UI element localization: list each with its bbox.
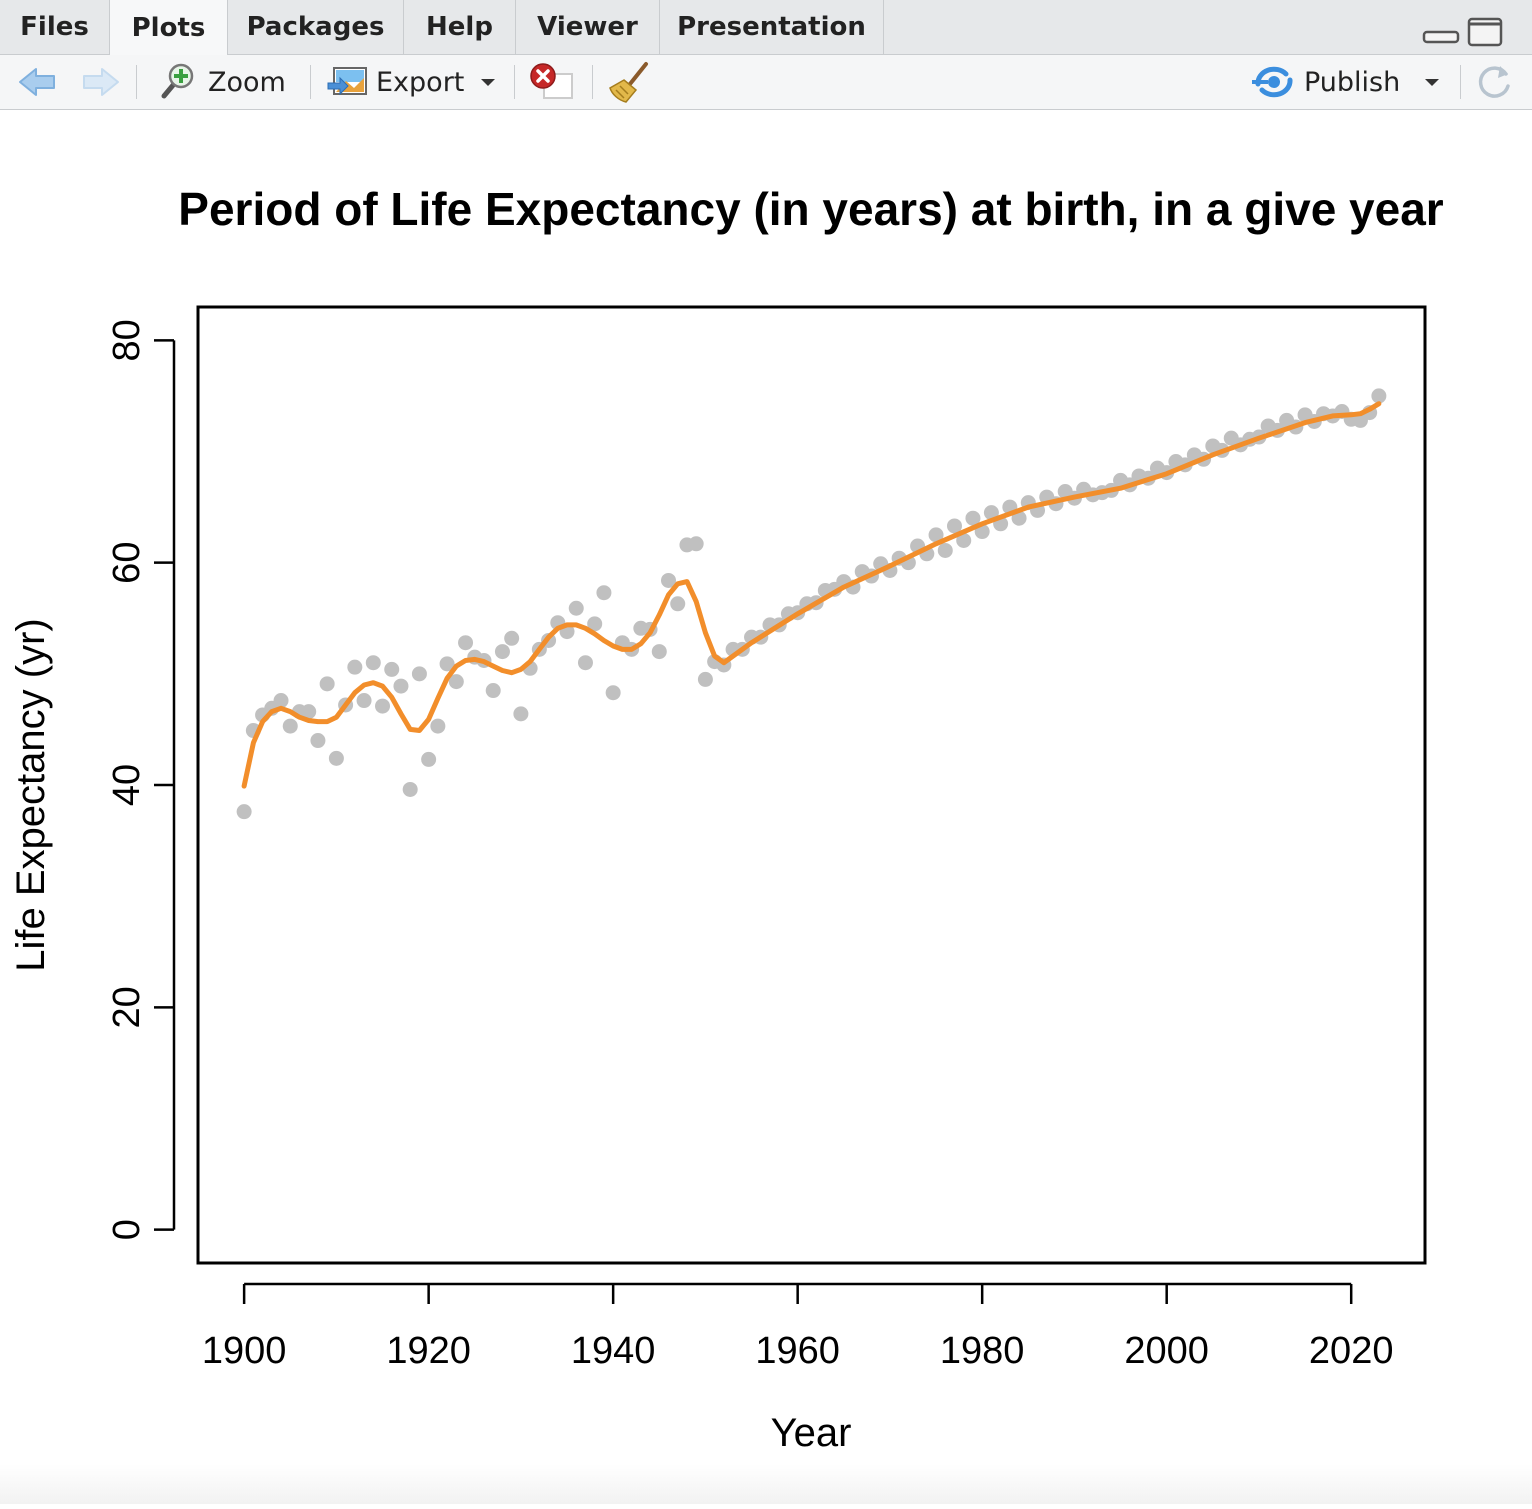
data-point [937,542,953,558]
plot-viewer: Period of Life Expectancy (in years) at … [0,110,1532,1504]
export-label: Export [376,66,465,98]
data-point [384,661,400,677]
smooth-trend-line [241,401,1382,789]
plot-frame [196,305,1427,1265]
life-expectancy-chart: Period of Life Expectancy (in years) at … [9,183,1444,1455]
y-tick-label: 0 [106,1219,148,1240]
data-point [393,678,409,694]
data-point [310,733,326,749]
tab-presentation[interactable]: Presentation [660,0,884,54]
data-point [494,644,510,660]
refresh-button[interactable] [1474,55,1514,109]
data-point [301,704,317,720]
data-point [513,706,529,722]
data-point [956,532,972,548]
publish-label: Publish [1304,66,1401,98]
data-point [402,781,418,797]
y-tick-label: 60 [106,542,148,584]
data-point [236,804,252,820]
x-tick-label: 1940 [571,1330,656,1372]
maximize-icon[interactable] [1466,16,1504,48]
data-point [328,750,344,766]
zoom-label: Zoom [208,66,286,98]
broom-icon [609,62,648,103]
data-point [587,616,603,632]
magnifier-icon [161,63,194,99]
tab-help[interactable]: Help [404,0,516,54]
y-tick-label: 20 [106,986,148,1028]
y-tick-label: 40 [106,764,148,806]
tab-packages[interactable]: Packages [228,0,404,54]
data-point [365,655,381,671]
forward-button[interactable] [80,55,122,109]
x-tick-label: 1920 [386,1330,471,1372]
x-tick-label: 2000 [1124,1330,1209,1372]
chevron-down-icon [481,79,496,86]
minimize-icon[interactable] [1422,16,1460,46]
data-point [651,644,667,660]
data-point [411,666,427,682]
remove-plot-icon [530,63,573,99]
data-point [1011,510,1027,526]
data-point [375,698,391,714]
data-point [965,510,981,526]
chevron-down-icon [1425,79,1440,86]
data-point [928,527,944,543]
plots-toolbar: Zoom Export Publ [0,55,1532,110]
y-axis-label: Life Expectancy (yr) [9,618,53,971]
data-point [439,656,455,672]
back-arrow-icon [19,68,55,96]
tab-files[interactable]: Files [0,0,110,54]
data-point [282,718,298,734]
x-tick-label: 1900 [202,1330,287,1372]
data-point [605,685,621,701]
data-point [458,635,474,651]
data-point [596,585,612,601]
data-point [983,505,999,521]
x-tick-label: 2020 [1309,1330,1394,1372]
data-point [688,536,704,552]
data-point [356,693,372,709]
data-point [273,693,289,709]
zoom-button[interactable]: Zoom [156,55,286,109]
data-point [670,596,686,612]
data-point [504,630,520,646]
data-point [485,683,501,699]
data-point [577,655,593,671]
chart-title: Period of Life Expectancy (in years) at … [178,183,1444,235]
publish-menu[interactable]: Publish [1252,55,1442,109]
data-point [661,572,677,588]
data-point [1371,388,1387,404]
data-point [319,676,335,692]
x-axis-label: Year [771,1411,852,1455]
refresh-icon [1478,66,1510,98]
y-tick-label: 80 [106,319,148,361]
export-image-icon [327,67,367,96]
x-tick-label: 1980 [940,1330,1025,1372]
x-tick-label: 1960 [755,1330,840,1372]
data-point [946,518,962,534]
publish-icon [1252,66,1293,98]
forward-arrow-icon [83,68,119,96]
data-point [697,671,713,687]
tab-viewer[interactable]: Viewer [516,0,660,54]
data-point [568,600,584,616]
export-menu[interactable]: Export [326,55,498,109]
data-point [448,674,464,690]
pane-tab-bar: Files Plots Packages Help Viewer Present… [0,0,1532,55]
data-point [430,718,446,734]
clear-plots-button[interactable] [608,55,652,109]
remove-plot-button[interactable] [528,55,576,109]
data-point [347,659,363,675]
data-point [421,751,437,767]
back-button[interactable] [16,55,58,109]
tab-plots[interactable]: Plots [110,0,228,55]
